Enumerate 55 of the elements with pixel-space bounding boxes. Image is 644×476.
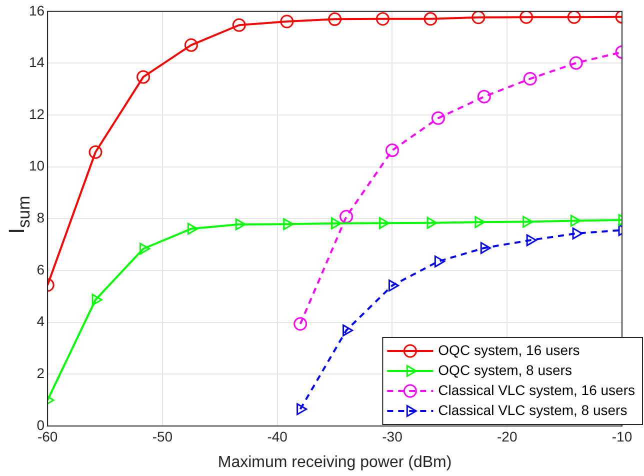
- point: [136, 70, 150, 84]
- point: [526, 234, 537, 246]
- point: [378, 217, 390, 230]
- point: [424, 12, 438, 26]
- legend-label: Classical VLC system, 8 users: [438, 402, 628, 418]
- point: [342, 324, 354, 336]
- point: [480, 242, 491, 254]
- y-tick-label: 16: [28, 2, 45, 18]
- point: [472, 11, 486, 24]
- point: [280, 14, 294, 28]
- x-tick-label: -20: [496, 428, 518, 444]
- legend-label: Classical VLC system, 16 users: [438, 382, 636, 398]
- y-tick-label: 0: [36, 416, 45, 433]
- point: [477, 90, 491, 104]
- point: [331, 217, 342, 230]
- point: [184, 38, 198, 52]
- point: [388, 280, 399, 292]
- point: [235, 218, 246, 230]
- point: [294, 317, 308, 331]
- point: [434, 256, 445, 268]
- x-tick-label: -40: [267, 428, 288, 444]
- point: [376, 12, 390, 26]
- point: [570, 214, 581, 227]
- point: [92, 294, 102, 306]
- point: [283, 218, 294, 230]
- point: [340, 210, 354, 224]
- y-tick-label: 8: [36, 210, 45, 226]
- y-tick-label: 4: [36, 313, 45, 330]
- point: [187, 222, 198, 235]
- legend-label: OQC system, 8 users: [438, 362, 572, 378]
- point: [567, 11, 581, 24]
- point: [474, 216, 486, 228]
- point: [328, 12, 342, 26]
- point: [232, 18, 246, 32]
- point: [431, 111, 445, 125]
- point: [523, 72, 537, 86]
- point: [569, 56, 583, 70]
- x-axis-title: Maximum receiving power (dBm): [218, 454, 452, 471]
- point: [520, 11, 534, 24]
- x-tick-label: -10: [612, 428, 632, 444]
- y-tick-label: 6: [36, 261, 45, 278]
- point: [140, 242, 150, 255]
- y-tick-label: 12: [28, 106, 45, 122]
- point: [296, 403, 308, 416]
- point: [88, 145, 102, 159]
- point: [385, 144, 399, 158]
- y-tick-label: 2: [36, 365, 45, 382]
- point: [572, 228, 583, 240]
- legend-label: OQC system, 16 users: [438, 342, 580, 358]
- point: [426, 216, 438, 229]
- x-tick-label: -30: [382, 428, 403, 444]
- x-tick-label: -50: [152, 428, 173, 444]
- point: [522, 216, 534, 228]
- y-tick-label: 10: [28, 158, 45, 174]
- y-tick-label: 14: [28, 54, 45, 70]
